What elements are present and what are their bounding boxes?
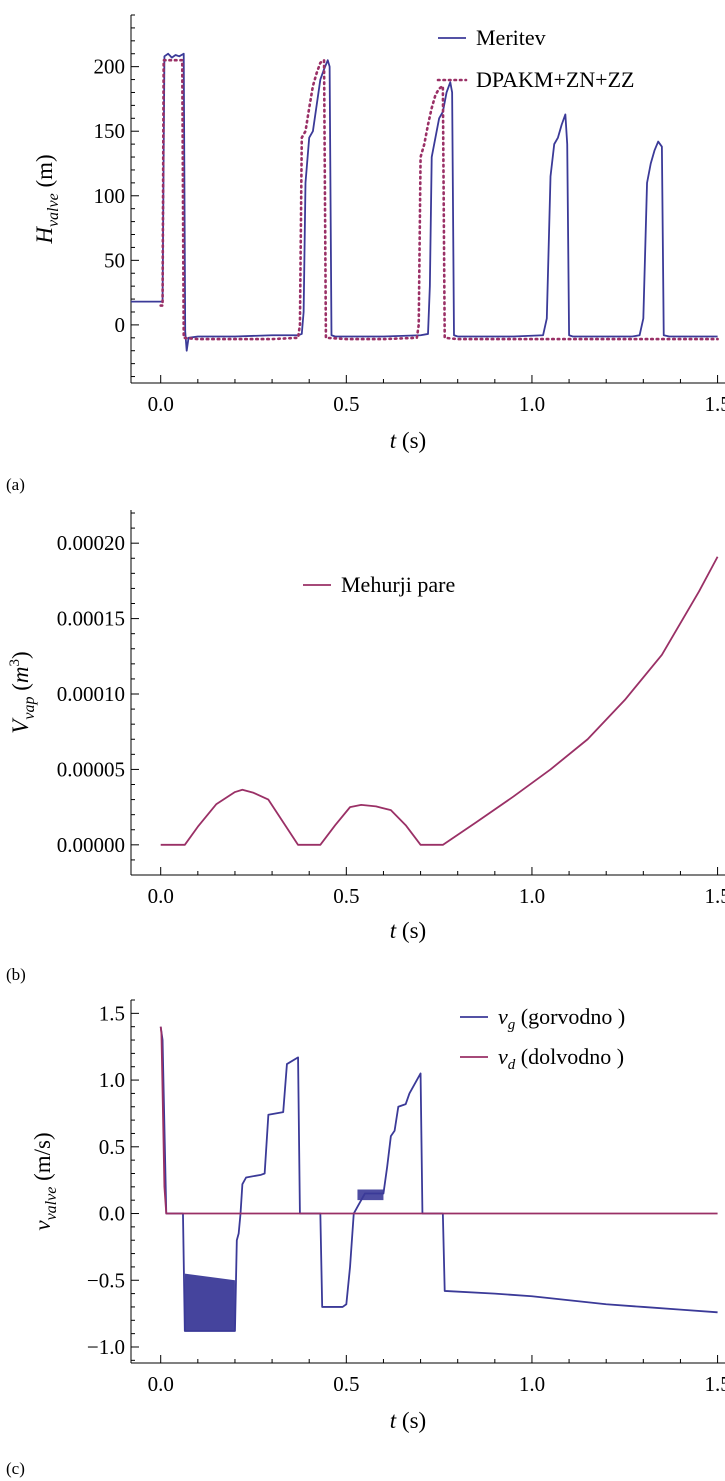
x-tick-label-b: 0.0 [148,884,174,908]
y-axis-label-var: H [32,226,57,245]
x-tick-label-b: 1.0 [519,884,545,908]
plot-area-a: 0.0 0.5 1.0 1.5 0 50 100 150 200 t (s) Hvalve (m) M… [32,14,725,453]
y-axis-label-unit-close: ) [8,651,33,659]
y-tick-label-a: 0 [115,313,126,337]
y-axis-label-sub: valve [45,193,62,227]
legend-label-a-0: Meritev [476,25,546,50]
y-tick-label-a: 150 [94,119,126,143]
chart-a: 0.0 0.5 1.0 1.5 0 50 100 150 200 t (s) Hvalve (m) M… [6,14,725,494]
x-tick-label-c: 0.5 [333,1372,359,1396]
y-tick-label-b: 0.00005 [57,757,125,781]
y-tick-label-a: 200 [94,55,126,79]
x-axis-label-var: t [390,428,397,453]
y-axis-label-sub: vap [21,697,38,720]
y-axis-label-a: Hvalve (m) [32,154,62,244]
oscillation-band-c [357,1189,384,1201]
legend-label-c-0: vg (gorvodno ) [498,1004,625,1033]
y-tick-label-b: 0.00020 [57,531,125,555]
y-tick-label-b: 0.00015 [57,607,125,631]
panel-tag-b: (b) [6,965,26,984]
y-tick-label-c: 1.5 [99,1001,125,1025]
y-axis-label-unit: (m/s) [30,1132,55,1186]
y-axis-label-c: vvalve (m/s) [30,1132,60,1230]
x-tick-label-a: 1.0 [519,392,545,416]
legend-label-b-0: Mehurji pare [341,572,455,597]
y-axis-label-unit-open: ( [8,683,33,696]
y-tick-label-b: 0.00010 [57,682,125,706]
series-line-c-0 [159,1026,718,1332]
x-tick-label-c: 1.5 [704,1372,725,1396]
y-tick-label-b: 0.00000 [57,833,125,857]
panel-a: 0.0 0.5 1.0 1.5 0 50 100 150 200 t (s) Hvalve (m) M… [0,0,725,500]
y-tick-label-c: 1.0 [99,1068,125,1092]
series-line-a-0 [131,52,718,352]
plot-area-c: 0.00.51.01.5−1.0−0.50.00.51.01.5t (s)vva… [30,999,725,1433]
x-tick-label-a: 0.0 [148,392,174,416]
series-group-b [160,556,719,846]
panel-tag-c: (c) [6,1459,25,1478]
y-axis-label-sub: valve [43,1187,60,1221]
series-line-b-0 [160,556,719,846]
y-tick-label-a: 50 [104,248,125,272]
legend-label-c-1: vd (dolvodno ) [498,1044,624,1073]
legend-var: v [498,1044,508,1069]
y-axis-label-unit-sup: 3 [7,659,23,667]
legend-sub: d [508,1057,516,1073]
y-axis-label-unit-main: m [8,666,33,683]
legend-rest: (dolvodno ) [515,1044,624,1069]
series-group-a [131,52,719,352]
plot-area-b: 0.0 0.5 1.0 1.5 0.00000 0.00005 0.00010 0.00015… [7,510,725,943]
legend-rest: (gorvodno ) [515,1004,625,1029]
legend-var: v [498,1004,508,1029]
x-axis-label-unit: (s) [396,918,426,943]
series-line-c-1 [159,1026,718,1215]
legend-label-a-1: DPAKM+ZN+ZZ [476,67,634,92]
y-axis-label-unit: (m) [32,154,57,193]
panel-tag-a: (a) [6,475,25,494]
y-tick-label-c: 0.5 [99,1135,125,1159]
x-axis-label-a: t (s) [390,428,426,453]
chart-b: 0.0 0.5 1.0 1.5 0.00000 0.00005 0.00010 0.00015… [6,510,725,984]
series-group-c [159,1026,718,1332]
x-axis-label-unit: (s) [396,428,426,453]
x-tick-label-a: 0.5 [333,392,359,416]
series-line-a-1 [159,58,719,341]
x-tick-label-b: 1.5 [704,884,725,908]
panel-c: 0.00.51.01.5−1.0−0.50.00.51.01.5t (s)vva… [0,990,725,1481]
x-axis-label-b: t (s) [390,918,426,943]
y-tick-label-a: 100 [94,184,126,208]
oscillation-band-c [184,1273,235,1331]
x-tick-label-b: 0.5 [333,884,359,908]
chart-c: 0.00.51.01.5−1.0−0.50.00.51.01.5t (s)vva… [6,999,725,1478]
x-axis-label-var: t [390,918,397,943]
y-tick-label-c: 0.0 [99,1202,125,1226]
y-tick-label-c: −0.5 [87,1268,125,1292]
x-axis-label-var: t [390,1408,397,1433]
panel-b: 0.0 0.5 1.0 1.5 0.00000 0.00005 0.00010 0.00015… [0,500,725,990]
x-axis-label-unit: (s) [396,1408,426,1433]
x-tick-label-c: 1.0 [519,1372,545,1396]
x-tick-label-c: 0.0 [148,1372,174,1396]
x-axis-label-c: t (s) [390,1408,426,1433]
y-tick-label-c: −1.0 [87,1335,125,1359]
y-axis-label-b: Vvap (m3) [7,651,38,733]
legend-sub: g [508,1017,516,1033]
y-axis-label-var: v [30,1220,55,1231]
y-axis-label-var: V [8,717,33,734]
x-tick-label-a: 1.5 [704,392,725,416]
